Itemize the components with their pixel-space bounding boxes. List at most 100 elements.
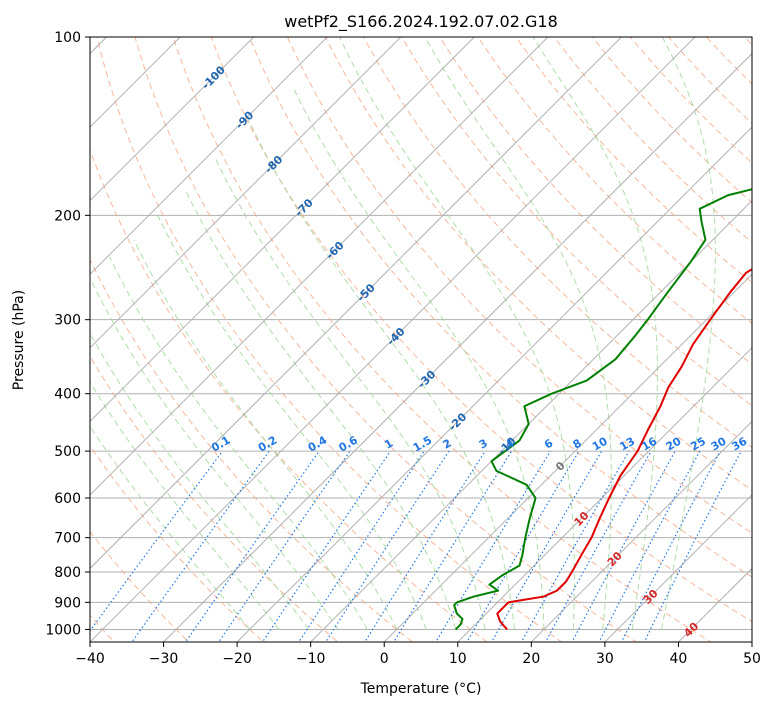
dry-adiabat-10	[90, 148, 488, 642]
moist-adiabat--16	[90, 380, 280, 630]
mixing-ratio-line-1.5	[298, 450, 425, 642]
isotherm--70	[90, 37, 475, 422]
y-tick-label: 800	[54, 565, 81, 581]
x-tick-label: −10	[296, 651, 326, 667]
mixing-ratio-line-4	[393, 450, 513, 642]
y-tick-label: 600	[54, 491, 81, 507]
mixing-ratio-label-6: 6	[542, 436, 555, 451]
dry-adiabat-20	[96, 37, 563, 642]
isotherm-label-0: 0	[553, 459, 568, 474]
y-tick-label: 200	[54, 208, 81, 224]
moist-adiabat--20	[90, 425, 251, 630]
dry-adiabat-90	[363, 37, 752, 449]
dry-adiabat-200	[770, 24, 775, 654]
mixing-ratio-line-0.4	[184, 450, 320, 642]
isotherm-50	[751, 641, 752, 642]
isotherm-label--60: -60	[323, 239, 346, 262]
dry-adiabat-30	[134, 37, 638, 642]
moist-adiabat-0	[133, 239, 398, 630]
x-tick-label: −20	[222, 651, 252, 667]
moist-adiabat-20	[293, 88, 545, 630]
moist-adiabat--8	[90, 280, 339, 630]
dry-adiabat--20	[90, 445, 265, 642]
dry-adiabat-190	[743, 37, 752, 46]
x-tick-label: 50	[743, 651, 761, 667]
moist-adiabats	[90, 37, 716, 630]
dry-adiabat-0	[90, 258, 414, 642]
isotherm--20	[236, 126, 752, 642]
x-tick-label: 40	[670, 651, 688, 667]
moist-adiabat-4	[155, 211, 427, 630]
dry-adiabat-120	[477, 37, 752, 324]
mixing-ratio-line-1	[261, 450, 392, 642]
dry-adiabat-130	[515, 37, 752, 284]
isotherm-10	[457, 347, 752, 642]
dry-adiabat-80	[324, 37, 752, 491]
mixing-ratio-line-0.1	[90, 450, 224, 632]
moist-adiabat--4	[109, 256, 368, 630]
dry-adiabat--30	[90, 530, 190, 642]
y-tick-label: 1000	[45, 622, 81, 638]
mixing-ratio-line-8	[466, 450, 580, 642]
isotherm-grid	[0, 10, 752, 654]
y-tick-label: 700	[54, 531, 81, 547]
isotherm--60	[90, 37, 549, 496]
moist-adiabat--12	[90, 332, 309, 630]
dry-adiabat-110	[439, 37, 752, 365]
x-tick-label: 0	[380, 651, 389, 667]
isobar-grid	[90, 37, 752, 630]
isotherm-0	[383, 273, 752, 642]
y-tick-label: 300	[54, 313, 81, 329]
isotherm-label--50: -50	[355, 281, 378, 304]
isotherm--110	[90, 37, 181, 128]
moist-adiabat-24	[339, 37, 575, 630]
isotherm--90	[90, 37, 328, 275]
dry-adiabat-40	[172, 37, 712, 642]
isotherm--50	[90, 37, 623, 570]
x-tick-label: 10	[449, 651, 467, 667]
x-tick-label: 20	[522, 651, 540, 667]
x-axis-label: Temperature (°C)	[360, 681, 482, 697]
isotherm-20	[530, 420, 752, 642]
dry-adiabats	[90, 24, 775, 654]
mixing-ratio-line-0.6	[218, 450, 351, 642]
isotherm-label--100: -100	[199, 63, 228, 92]
mixing-ratio-line-6	[435, 450, 552, 642]
mixing-ratio-line-36	[643, 450, 742, 642]
plot-frame	[89, 36, 753, 643]
isotherm--30	[162, 52, 752, 642]
y-tick-label: 100	[54, 30, 81, 46]
isotherm--100	[90, 37, 255, 202]
isotherm--40	[90, 37, 696, 642]
dry-adiabat-180	[705, 37, 752, 85]
y-tick-label: 400	[54, 387, 81, 403]
isotherm-40	[677, 567, 752, 642]
moist-adiabat-36	[661, 37, 716, 630]
dry-adiabat--10	[90, 355, 339, 642]
y-axis: 1000 900 800 700 600 500 400 300 200 100	[45, 30, 90, 638]
x-tick-label: 30	[596, 651, 614, 667]
y-tick-label: 900	[54, 595, 81, 611]
isotherm-label-10: 10	[572, 509, 592, 529]
mixing-ratio-line-30	[620, 450, 721, 642]
dry-adiabat-50	[210, 37, 752, 623]
isotherm--130	[0, 10, 60, 654]
isotherm-label--70: -70	[293, 196, 316, 219]
isotherm-30	[604, 494, 752, 642]
dry-adiabat-100	[401, 37, 752, 407]
isotherm-label-30: 30	[641, 587, 661, 607]
isotherm-label-40: 40	[681, 620, 701, 640]
isotherm--10	[310, 200, 752, 642]
dry-adiabat-140	[553, 37, 752, 244]
y-tick-label: 500	[54, 444, 81, 460]
isotherm-label--80: -80	[262, 153, 285, 176]
dry-adiabat-60	[248, 37, 752, 578]
isotherm-label--30: -30	[415, 368, 438, 391]
dry-adiabat-70	[286, 37, 752, 534]
sounding-series	[453, 188, 752, 631]
mixing-ratio-line-2	[325, 450, 450, 642]
moist-adiabat-28	[424, 37, 612, 630]
mixing-ratio-label-2: 2	[441, 437, 454, 452]
